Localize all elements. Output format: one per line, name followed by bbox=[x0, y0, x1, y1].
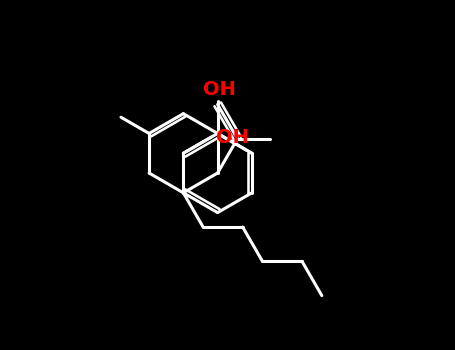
Text: OH: OH bbox=[203, 80, 236, 99]
Text: OH: OH bbox=[216, 127, 249, 147]
